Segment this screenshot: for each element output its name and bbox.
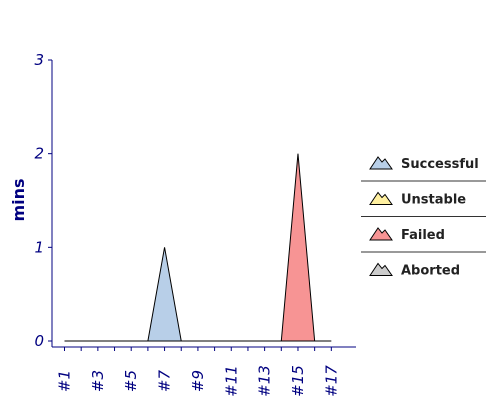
legend-successful-icon xyxy=(369,156,393,170)
area-failed-point xyxy=(280,153,316,342)
legend-unstable-label: Unstable xyxy=(401,193,466,208)
x-tick-label: #11 xyxy=(222,365,240,397)
y-tick-label: 3 xyxy=(34,51,44,69)
x-tick-label: #1 xyxy=(56,370,74,392)
x-tick-label: #7 xyxy=(156,369,174,392)
legend-successful-label: Successful xyxy=(401,157,479,172)
x-tick-label: #3 xyxy=(89,370,107,392)
y-axis-label: mins xyxy=(9,178,28,221)
legend-aborted-icon xyxy=(369,262,393,276)
x-tick-label: #15 xyxy=(289,365,307,397)
area-successful-point xyxy=(147,247,182,342)
legend-failed-icon xyxy=(369,227,393,241)
legend-failed-label: Failed xyxy=(401,228,445,243)
x-tick-label: #17 xyxy=(322,365,340,397)
x-tick-label: #13 xyxy=(256,365,274,397)
legend-unstable-icon xyxy=(369,191,393,205)
legend-aborted-label: Aborted xyxy=(401,264,460,279)
x-tick-label: #9 xyxy=(189,370,207,392)
y-tick-label: 0 xyxy=(34,332,44,350)
y-tick-label: 1 xyxy=(34,238,44,256)
y-tick-label: 2 xyxy=(34,145,44,163)
x-tick-label: #5 xyxy=(122,370,140,392)
